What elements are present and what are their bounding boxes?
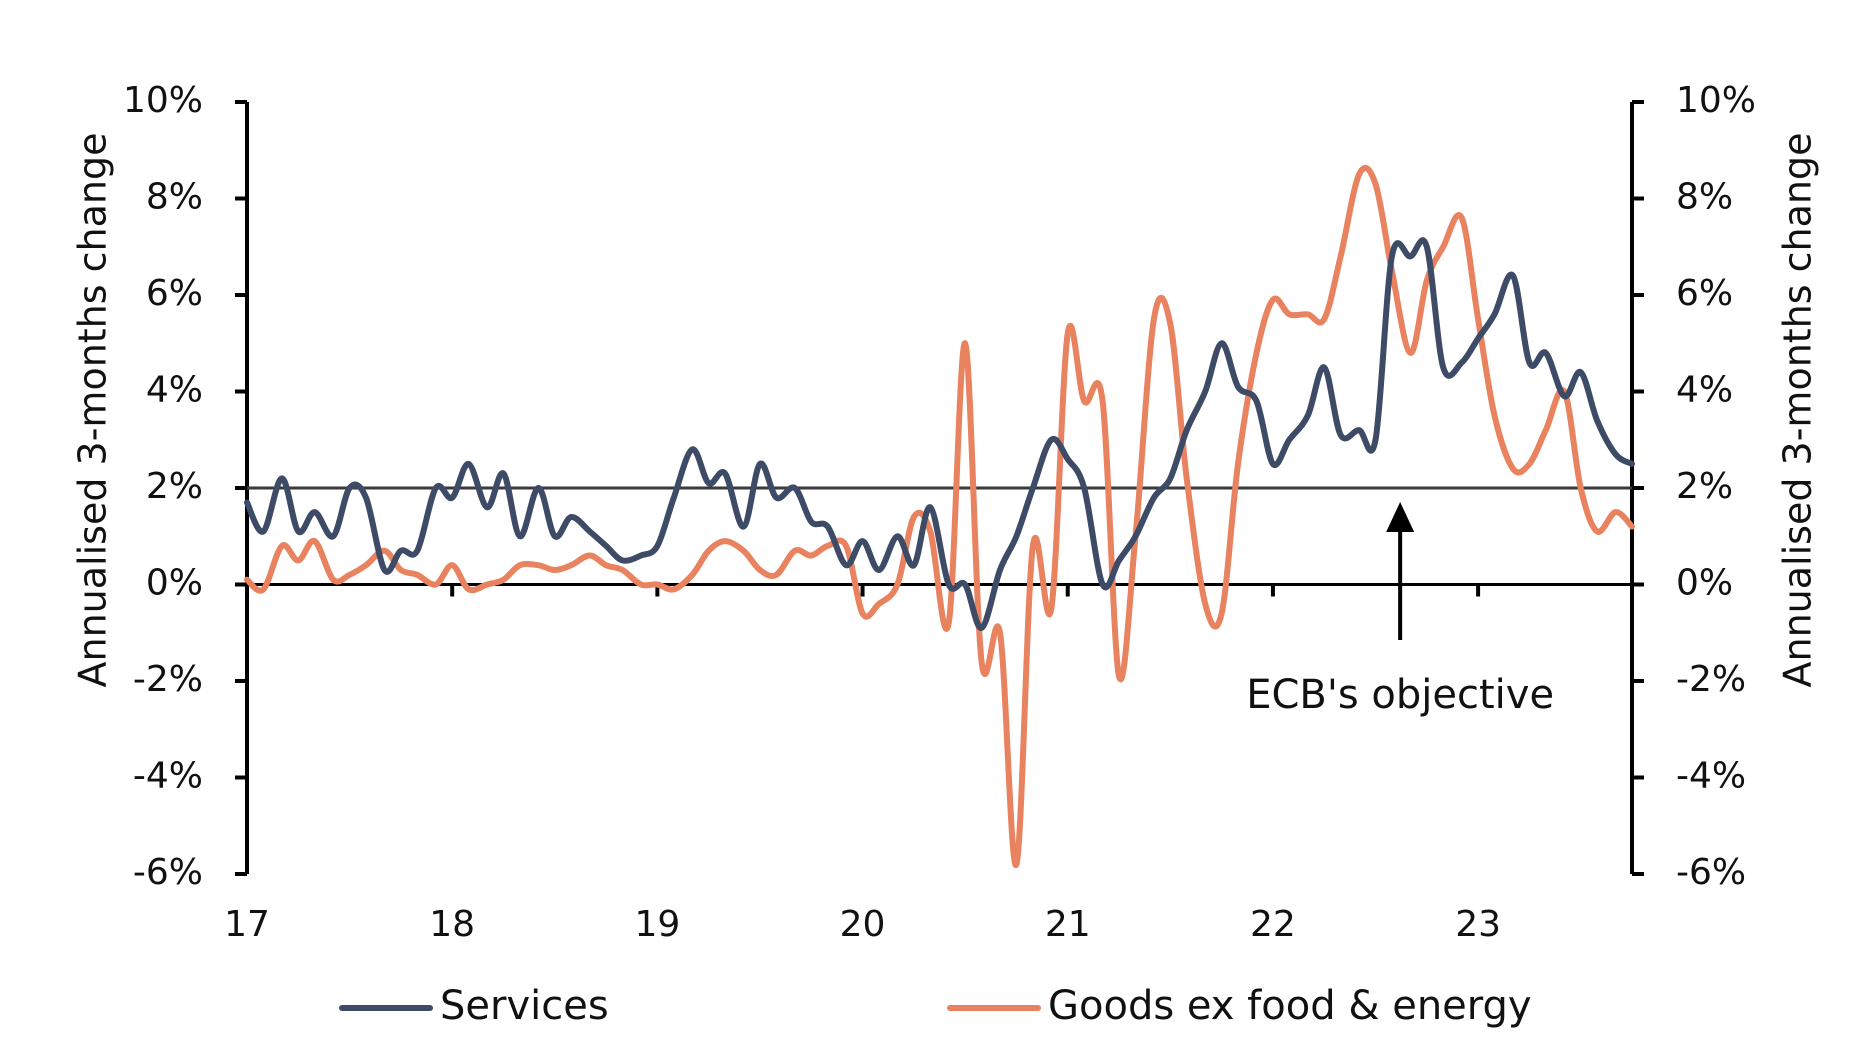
- x-tick-label: 21: [1045, 904, 1091, 945]
- ecb-annotation: ECB's objective: [1246, 502, 1554, 718]
- series-line-services: [244, 237, 1635, 631]
- y-tick-label-right: -6%: [1676, 852, 1746, 893]
- y-tick-label-right: 8%: [1676, 177, 1733, 218]
- y-tick-label-right: -2%: [1676, 659, 1746, 700]
- y-tick-label-right: 0%: [1676, 563, 1733, 604]
- y-tick-label-left: -6%: [133, 852, 203, 893]
- y-tick-label-right: -4%: [1676, 756, 1746, 797]
- y-axis-right-title-group: Annualised 3-months change: [1776, 133, 1820, 688]
- x-tick-label: 18: [429, 904, 475, 945]
- y-tick-label-left: -4%: [133, 756, 203, 797]
- y-tick-label-right: 10%: [1676, 80, 1756, 121]
- y-axis-right-ticks: 10% 8% 6% 4% 2% 0% -2% -4% -6%: [1632, 80, 1756, 893]
- y-tick-label-left: 4%: [146, 370, 203, 411]
- y-tick-label-left: 10%: [123, 80, 203, 121]
- y-axis-left-title: Annualised 3-months change: [71, 133, 115, 688]
- y-tick-label-right: 2%: [1676, 466, 1733, 507]
- y-tick-label-right: 6%: [1676, 273, 1733, 314]
- y-tick-label-right: 4%: [1676, 370, 1733, 411]
- y-tick-label-left: 8%: [146, 177, 203, 218]
- legend-label-services: Services: [440, 983, 609, 1029]
- x-axis-ticks: 17 18 19 20 21 22 23: [224, 584, 1501, 945]
- legend-item-goods: Goods ex food & energy: [947, 983, 1532, 1029]
- x-tick-label: 23: [1455, 904, 1501, 945]
- x-tick-label: 22: [1250, 904, 1296, 945]
- y-tick-label-left: 2%: [146, 466, 203, 507]
- y-axis-right-title: Annualised 3-months change: [1776, 133, 1820, 688]
- legend-item-services: Services: [339, 983, 609, 1029]
- x-tick-label: 17: [224, 904, 270, 945]
- annotation-arrow-head: [1386, 502, 1415, 532]
- annotation-label: ECB's objective: [1246, 672, 1554, 718]
- legend-label-goods: Goods ex food & energy: [1048, 983, 1532, 1029]
- x-tick-label: 19: [634, 904, 680, 945]
- y-axis-left-ticks: 10% 8% 6% 4% 2% 0% -2% -4% -6%: [123, 80, 247, 893]
- x-tick-label: 20: [840, 904, 886, 945]
- y-tick-label-left: -2%: [133, 659, 203, 700]
- y-axis-left-title-group: Annualised 3-months change: [71, 133, 115, 688]
- y-tick-label-left: 0%: [146, 563, 203, 604]
- y-tick-label-left: 6%: [146, 273, 203, 314]
- legend: Services Goods ex food & energy: [339, 983, 1532, 1029]
- series-layer: [244, 164, 1635, 868]
- series-line-goods: [244, 164, 1635, 868]
